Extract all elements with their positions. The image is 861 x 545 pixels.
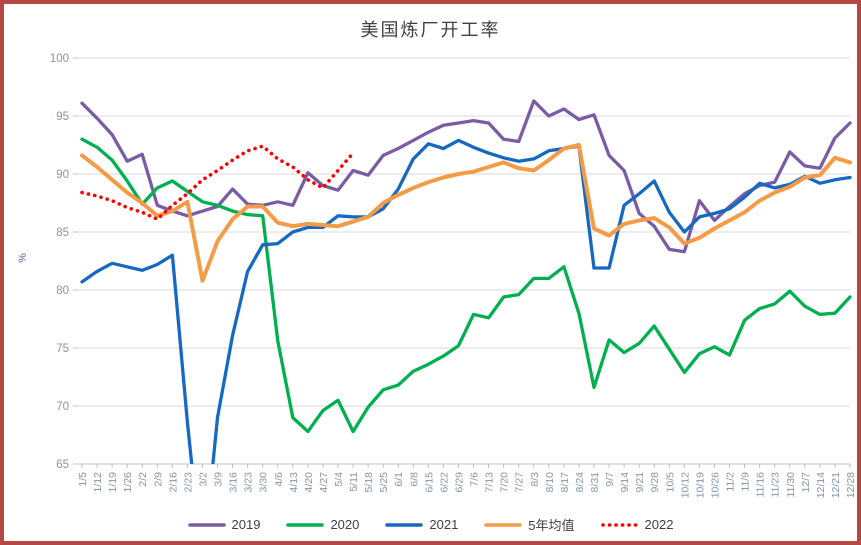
svg-text:3/23: 3/23 bbox=[243, 472, 255, 493]
y-tick-labels: 65 70 75 80 85 90 95 100 bbox=[50, 53, 69, 471]
svg-text:6/8: 6/8 bbox=[408, 472, 420, 487]
legend-swatch-line bbox=[286, 522, 325, 527]
svg-text:3/30: 3/30 bbox=[258, 472, 270, 493]
svg-text:100: 100 bbox=[50, 53, 69, 65]
x-tick-labels: 1/5 1/12 1/19 1/26 2/2 2/9 2/16 2/23 3/2 3/9 3/16 3… bbox=[77, 472, 857, 498]
svg-text:5/25: 5/25 bbox=[378, 472, 390, 493]
legend-swatch-line bbox=[385, 522, 424, 527]
svg-text:4/20: 4/20 bbox=[303, 472, 315, 493]
svg-text:1/26: 1/26 bbox=[122, 472, 134, 493]
legend-item-2020: 2020 bbox=[286, 517, 359, 532]
svg-text:2/2: 2/2 bbox=[137, 472, 149, 487]
svg-text:2/16: 2/16 bbox=[167, 472, 179, 493]
svg-text:8/17: 8/17 bbox=[559, 472, 571, 493]
svg-text:11/2: 11/2 bbox=[725, 472, 737, 492]
svg-text:6/15: 6/15 bbox=[423, 472, 435, 493]
svg-text:2/23: 2/23 bbox=[182, 472, 194, 493]
series-2021 bbox=[80, 138, 852, 464]
legend-item-2019: 2019 bbox=[187, 517, 261, 532]
svg-text:3/9: 3/9 bbox=[213, 472, 225, 487]
legend-label: 2019 bbox=[231, 517, 261, 532]
svg-text:6/22: 6/22 bbox=[438, 472, 450, 493]
series-2020 bbox=[80, 137, 852, 434]
svg-text:12/28: 12/28 bbox=[845, 472, 857, 498]
svg-text:4/13: 4/13 bbox=[288, 472, 300, 493]
legend-label: 5年均值 bbox=[528, 518, 575, 533]
svg-text:8/24: 8/24 bbox=[574, 472, 586, 493]
legend-item-2021: 2021 bbox=[385, 517, 458, 532]
series-2022 bbox=[80, 144, 355, 221]
svg-text:7/6: 7/6 bbox=[469, 472, 481, 487]
svg-text:10/12: 10/12 bbox=[679, 472, 691, 498]
svg-text:3/2: 3/2 bbox=[197, 472, 209, 487]
svg-text:11/16: 11/16 bbox=[755, 472, 767, 498]
y-gridlines bbox=[78, 57, 850, 465]
svg-text:7/27: 7/27 bbox=[514, 472, 526, 493]
legend-swatch-dotted bbox=[600, 522, 639, 527]
svg-text:8/10: 8/10 bbox=[544, 472, 556, 493]
svg-text:12/7: 12/7 bbox=[800, 472, 812, 493]
svg-text:10/26: 10/26 bbox=[709, 472, 721, 498]
svg-text:11/9: 11/9 bbox=[740, 472, 752, 492]
svg-text:6/1: 6/1 bbox=[393, 472, 405, 487]
svg-text:6/29: 6/29 bbox=[453, 472, 465, 493]
svg-text:5/18: 5/18 bbox=[363, 472, 375, 493]
svg-text:95: 95 bbox=[56, 111, 69, 123]
svg-text:11/23: 11/23 bbox=[770, 472, 782, 498]
svg-text:3/16: 3/16 bbox=[228, 472, 240, 493]
legend-label: 2022 bbox=[644, 517, 674, 532]
svg-text:12/21: 12/21 bbox=[830, 472, 842, 498]
legend-item-2022: 2022 bbox=[600, 517, 674, 532]
svg-text:2/9: 2/9 bbox=[152, 472, 164, 487]
svg-text:4/27: 4/27 bbox=[318, 472, 330, 493]
axis-ticks bbox=[73, 57, 851, 468]
series-5年均值 bbox=[80, 143, 852, 283]
svg-text:10/5: 10/5 bbox=[664, 472, 676, 493]
svg-text:90: 90 bbox=[56, 169, 69, 181]
legend-label: 2021 bbox=[429, 517, 459, 532]
svg-text:1/19: 1/19 bbox=[107, 472, 119, 493]
series-2019 bbox=[80, 99, 852, 254]
legend-swatch-line bbox=[484, 522, 523, 527]
svg-text:5/11: 5/11 bbox=[348, 472, 360, 492]
svg-text:80: 80 bbox=[56, 285, 69, 297]
svg-text:1/5: 1/5 bbox=[77, 472, 89, 487]
svg-text:12/14: 12/14 bbox=[815, 472, 827, 498]
chart-legend: 2019 2020 2021 5年均值 2022 bbox=[4, 515, 857, 534]
svg-text:9/14: 9/14 bbox=[619, 472, 631, 493]
svg-text:75: 75 bbox=[56, 343, 69, 355]
legend-item-5年均值: 5年均值 bbox=[484, 515, 575, 534]
svg-text:11/30: 11/30 bbox=[785, 472, 797, 498]
svg-text:70: 70 bbox=[56, 401, 69, 413]
svg-text:8/31: 8/31 bbox=[589, 472, 601, 493]
svg-text:7/20: 7/20 bbox=[499, 472, 511, 493]
svg-text:5/4: 5/4 bbox=[333, 472, 345, 487]
svg-text:9/21: 9/21 bbox=[634, 472, 646, 493]
legend-swatch-line bbox=[187, 522, 226, 527]
svg-text:4/6: 4/6 bbox=[273, 472, 285, 487]
legend-label: 2020 bbox=[330, 517, 360, 532]
svg-text:9/7: 9/7 bbox=[604, 472, 616, 487]
svg-text:1/12: 1/12 bbox=[92, 472, 104, 493]
svg-text:10/19: 10/19 bbox=[694, 472, 706, 498]
svg-text:85: 85 bbox=[56, 227, 69, 239]
svg-text:9/28: 9/28 bbox=[649, 472, 661, 493]
chart-title: 美国炼厂开工率 bbox=[360, 20, 501, 40]
svg-text:8/3: 8/3 bbox=[529, 472, 541, 487]
svg-text:7/13: 7/13 bbox=[484, 472, 496, 493]
svg-text:65: 65 bbox=[56, 459, 69, 471]
